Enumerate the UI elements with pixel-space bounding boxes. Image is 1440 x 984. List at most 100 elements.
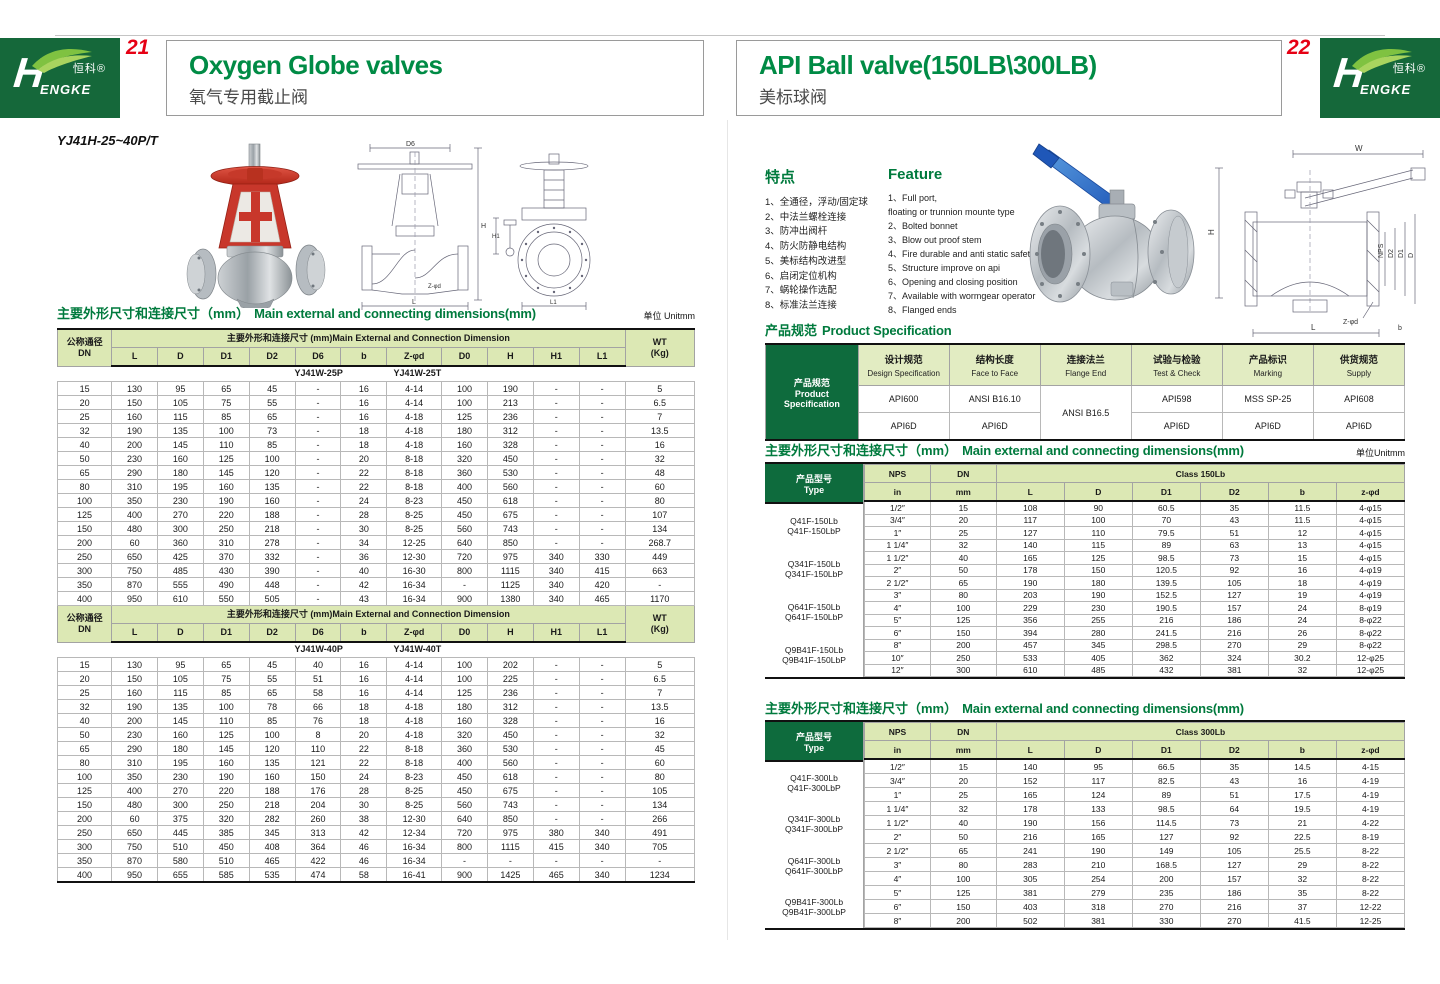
list-item: 1、全通径，浮动/固定球: [765, 197, 868, 208]
spec-col-zh: 结构长度: [975, 355, 1014, 366]
table-cell: 45: [624, 741, 696, 756]
table-cell: 125: [202, 727, 250, 742]
table-cell: 465: [578, 591, 626, 606]
table-cell: 150: [111, 395, 158, 410]
table-cell: 125: [56, 507, 113, 522]
table-cell: 117: [1063, 773, 1133, 788]
table-cell: 390: [248, 563, 296, 578]
table-cell: 640: [441, 811, 488, 826]
table-cell: 4-φ15: [1335, 500, 1406, 515]
table-row: 25 160 115 85 65-16 4-18 125 236- -7: [56, 409, 696, 424]
table-cell: 195: [157, 755, 204, 770]
type-column: 产品型号 Type Q41F-150Lb Q41F-150LbP Q341F-1…: [765, 464, 864, 677]
table-cell: 130: [111, 381, 158, 396]
table-row: 6″ 150 403 318 270 216 37 12-22: [864, 899, 1406, 914]
table-cell: 43: [1199, 513, 1269, 527]
table-cell: 2″: [864, 563, 931, 577]
table-cell: 350: [56, 577, 113, 592]
table-cell: 3/4″: [864, 773, 931, 788]
type-group: Q641F-300Lb Q641F-300LbP: [784, 855, 844, 876]
table-cell: 16: [624, 437, 696, 452]
type-group: Q341F-150Lb Q341F-150LbP: [784, 558, 844, 579]
table-row: 300 750 510 450 408 364 46 16-34 800 1115 415 340 70…: [56, 839, 696, 854]
variant-label: YJ41W-40T: [393, 644, 442, 654]
table-cell: 45: [248, 381, 296, 396]
table-cell: 180: [441, 423, 488, 438]
table-row: 80 310 195 160 135 121 22 8-18 400 560- -60: [56, 755, 696, 770]
table-cell: 16: [340, 381, 388, 396]
table-cell: 110: [202, 437, 250, 452]
table-cell: 150: [111, 671, 158, 686]
table-cell: 25: [929, 787, 997, 802]
list-item: 6、启闭定位机构: [765, 270, 837, 282]
spec-title-zh: 产品规范: [765, 323, 818, 338]
table-cell: -: [294, 465, 342, 480]
col-header: L1: [578, 623, 626, 643]
table-cell: 12-25: [386, 535, 443, 550]
table-cell: 405: [1063, 651, 1133, 665]
table-cell: 356: [995, 613, 1065, 627]
table-cell: 73: [248, 423, 296, 438]
table-cell: -: [578, 423, 626, 438]
table-cell: 445: [157, 825, 204, 840]
table-cell: 216: [1131, 613, 1201, 627]
group-header: 主要外形和连接尺寸 (mm)Main External and Connecti…: [111, 328, 626, 348]
features-zh-title: 特点: [765, 169, 796, 186]
table-row: 10″ 250 533 405 362 324 30.2 12-φ25: [864, 651, 1406, 665]
table-cell: 100: [441, 395, 488, 410]
table-cell: 8-22: [1335, 843, 1406, 858]
table-cell: 200: [111, 713, 158, 728]
table-cell: 105: [1199, 576, 1269, 590]
table-cell: 12-22: [1335, 899, 1406, 914]
table-cell: 950: [111, 867, 158, 883]
table-cell: 190.5: [1131, 601, 1201, 615]
left-dims-title-zh: 主要外形尺寸和连接尺寸（mm）: [57, 306, 250, 321]
table-cell: 66.5: [1131, 758, 1201, 774]
table-row: 40 200 145 110 85-18 4-18 160 328- -16: [56, 437, 696, 452]
table-cell: 533: [995, 651, 1065, 665]
table-cell: 20: [929, 513, 997, 527]
table-cell: 36: [340, 549, 388, 564]
ball-valve-photo: [1029, 143, 1195, 303]
table-cell: 110: [294, 741, 342, 756]
table-cell: 1125: [486, 577, 534, 592]
table-cell: 10″: [864, 651, 931, 665]
table-cell: 135: [248, 479, 296, 494]
table-cell: 22.5: [1267, 829, 1337, 844]
table-cell: 186: [1199, 885, 1269, 900]
variant-label: YJ41W-25T: [393, 368, 442, 378]
table-cell: 555: [157, 577, 204, 592]
table-cell: 230: [157, 769, 204, 784]
table-cell: 250: [56, 549, 113, 564]
list-item: 4、防火防静电结构: [765, 241, 847, 253]
table-cell: 25: [929, 526, 997, 540]
table-cell: 1 1/2″: [864, 551, 931, 565]
table-cell: 125: [202, 451, 250, 466]
dims300-title-zh: 主要外形尺寸和连接尺寸（mm）: [765, 701, 958, 716]
table-cell: 32: [929, 801, 997, 816]
dims150-unit: 单位Unitmm: [1356, 448, 1405, 458]
list-item: 2、中法兰螺栓连接: [765, 211, 847, 223]
right-page-subtitle: 美标球阀: [759, 87, 827, 107]
table-cell: 150: [56, 797, 113, 812]
spec-cell: ANSI B16.10: [948, 385, 1041, 413]
table-cell: 5″: [864, 885, 931, 900]
table-cell: -: [532, 493, 580, 508]
table-row: 1″ 25 165 124 89 51 17.5 4-19: [864, 787, 1406, 802]
table-cell: 430: [202, 563, 250, 578]
leaf-icon: [32, 48, 92, 73]
dim-label-b: b: [1398, 325, 1402, 332]
spec-col-header: 产品标识 Marking: [1221, 343, 1314, 386]
table-cell: 200: [929, 913, 997, 928]
table-row: 20 150 105 75 55-16 4-14 100 213- -6.5: [56, 395, 696, 410]
col-header: D6: [294, 347, 342, 367]
table-row: 125 400 270 220 188-28 8-25 450 675- -107: [56, 507, 696, 522]
table-cell: 200: [111, 437, 158, 452]
spec-col-zh: 设计规范: [884, 355, 923, 366]
table-cell: 380: [532, 825, 580, 840]
table-cell: -: [441, 853, 488, 868]
spec-cell: API6D: [948, 412, 1041, 441]
table-row: 100 350 230 190 160 150 24 8-23 450 618- -80: [56, 769, 696, 784]
table-cell: -: [532, 423, 580, 438]
table-cell: 400: [441, 755, 488, 770]
